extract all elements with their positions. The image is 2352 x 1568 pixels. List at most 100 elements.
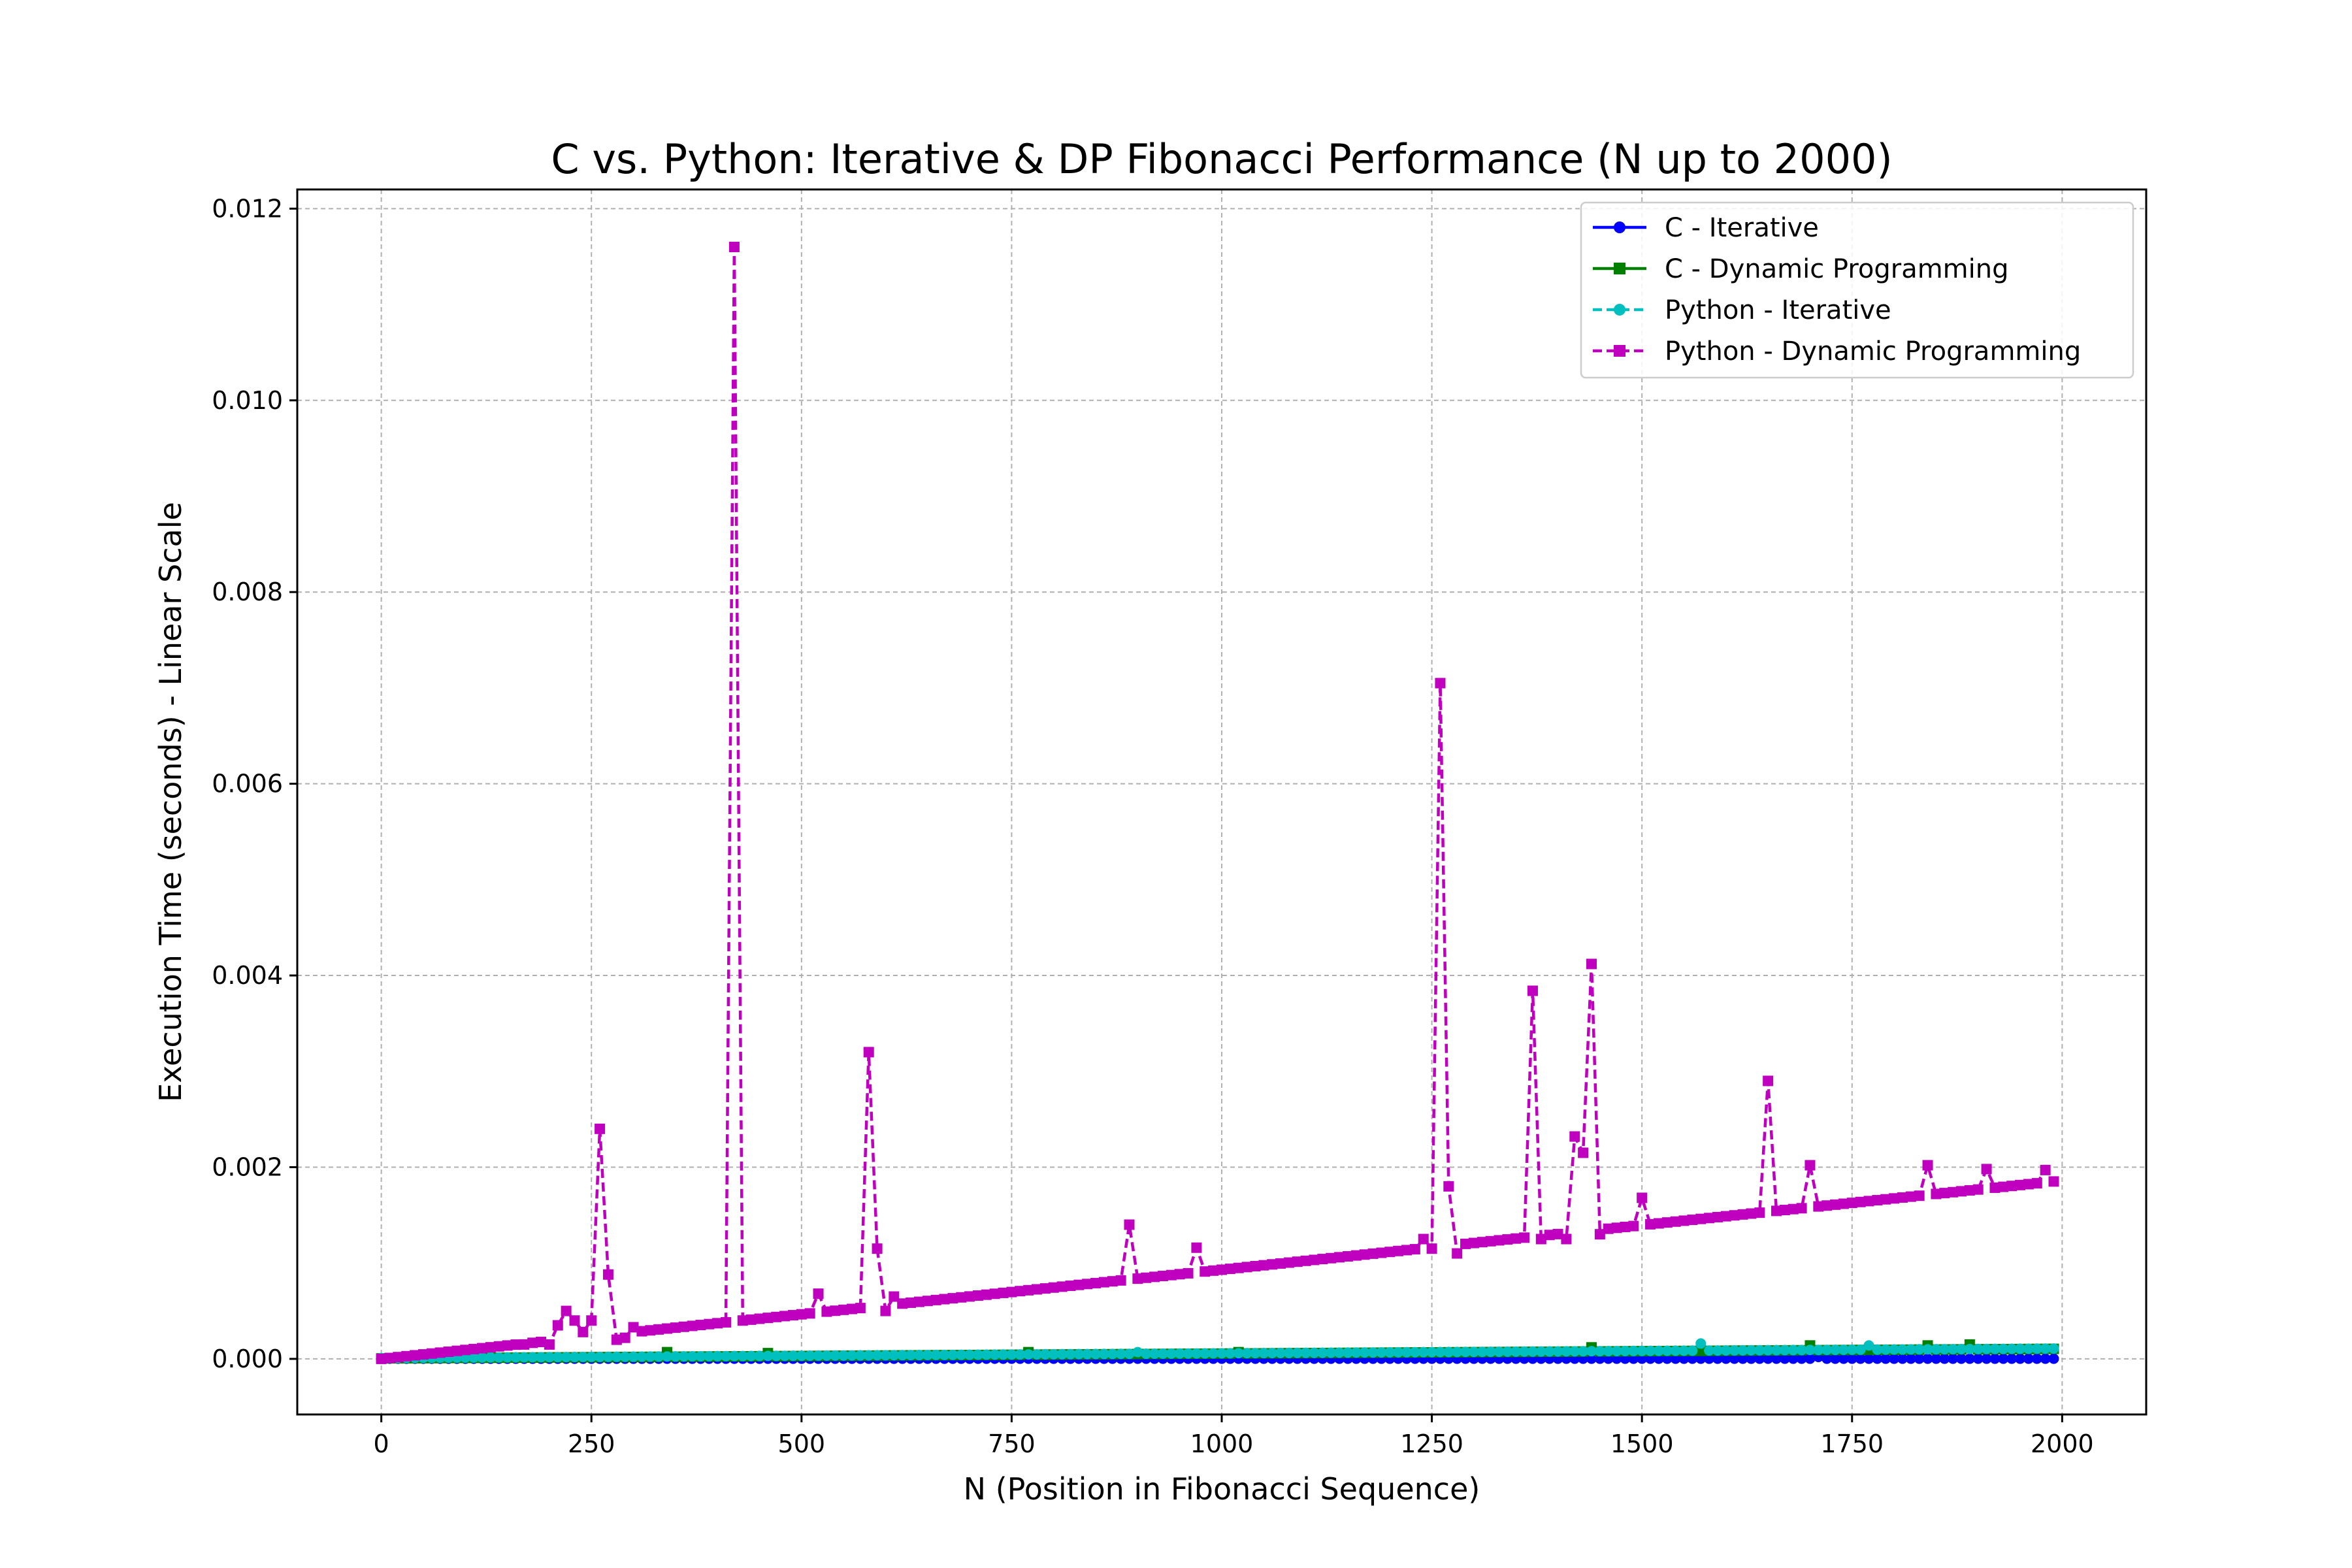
data-point <box>1586 1346 1597 1357</box>
x-tick-label: 0 <box>374 1429 389 1458</box>
data-point <box>1779 1345 1790 1356</box>
data-point <box>662 1323 672 1334</box>
data-point <box>1350 1250 1362 1261</box>
data-point <box>1056 1348 1068 1360</box>
data-point <box>1956 1343 1967 1354</box>
data-point <box>1889 1353 1900 1364</box>
data-point <box>998 1349 1009 1360</box>
data-point <box>1098 1348 1109 1360</box>
data-point <box>1023 1284 1034 1296</box>
data-point <box>1939 1188 1950 1199</box>
data-point <box>1552 1346 1563 1357</box>
data-point <box>1611 1222 1622 1233</box>
data-point <box>998 1287 1009 1298</box>
data-point <box>1620 1221 1631 1232</box>
data-point <box>1477 1237 1488 1248</box>
data-point <box>1821 1353 1833 1364</box>
data-point <box>1695 1338 1707 1349</box>
data-point <box>384 1352 395 1364</box>
data-point <box>670 1322 681 1333</box>
data-point <box>586 1315 597 1326</box>
data-point <box>1645 1345 1656 1356</box>
plot-series <box>376 242 2059 1364</box>
legend-marker <box>1614 345 1625 357</box>
data-point <box>1174 1348 1185 1359</box>
data-point <box>1948 1353 1959 1364</box>
data-point <box>1502 1234 1513 1245</box>
data-point <box>1090 1348 1102 1360</box>
data-point <box>1746 1208 1757 1219</box>
data-point <box>1409 1244 1420 1255</box>
data-point <box>1275 1258 1286 1269</box>
data-point <box>754 1313 765 1324</box>
data-point <box>1468 1237 1479 1249</box>
data-point <box>628 1322 639 1333</box>
data-point <box>611 1351 622 1362</box>
data-point <box>2040 1343 2051 1354</box>
legend-item: Python - Iterative <box>1593 295 1891 325</box>
data-point <box>1880 1194 1891 1205</box>
data-point <box>1956 1186 1967 1197</box>
data-point <box>830 1305 841 1316</box>
data-point <box>1283 1257 1294 1268</box>
data-point <box>586 1351 597 1362</box>
data-point <box>1678 1345 1690 1356</box>
data-point <box>1208 1348 1219 1359</box>
data-point <box>1519 1346 1530 1357</box>
data-point <box>1511 1346 1522 1357</box>
data-point <box>1838 1198 1849 1209</box>
data-point <box>527 1352 538 1363</box>
data-point <box>754 1350 765 1362</box>
data-point <box>1326 1252 1337 1264</box>
data-point <box>502 1352 513 1363</box>
data-point <box>1149 1348 1160 1359</box>
data-point <box>1855 1196 1866 1207</box>
data-point <box>1015 1349 1026 1360</box>
data-point <box>2023 1353 2034 1364</box>
data-point <box>1611 1345 1622 1356</box>
data-point <box>1863 1353 1874 1364</box>
data-point <box>1309 1254 1320 1266</box>
data-point <box>1897 1353 1908 1364</box>
data-point <box>1359 1347 1370 1358</box>
data-point <box>1830 1353 1841 1364</box>
data-point <box>468 1343 480 1354</box>
data-point <box>1452 1248 1463 1259</box>
data-point <box>1678 1215 1690 1226</box>
data-point <box>1813 1201 1824 1212</box>
data-point <box>645 1325 656 1336</box>
data-point <box>913 1350 924 1361</box>
data-point <box>1065 1348 1076 1360</box>
data-point <box>1737 1209 1748 1220</box>
data-point <box>1670 1345 1681 1356</box>
data-point <box>510 1339 521 1350</box>
data-point <box>1258 1260 1269 1271</box>
data-point <box>847 1350 857 1361</box>
data-point <box>1796 1203 1807 1214</box>
data-point <box>1720 1211 1731 1222</box>
data-point <box>1872 1195 1883 1206</box>
data-point <box>687 1320 698 1331</box>
data-point <box>1695 1345 1707 1356</box>
data-point <box>2015 1353 2026 1364</box>
data-point <box>602 1269 613 1280</box>
y-tick-label: 0.000 <box>212 1345 283 1373</box>
data-point <box>426 1348 437 1359</box>
data-point <box>1132 1347 1143 1358</box>
data-point <box>1334 1252 1345 1263</box>
data-point <box>1746 1345 1757 1356</box>
data-point <box>1208 1265 1219 1276</box>
x-tick-label: 250 <box>568 1429 615 1458</box>
data-point <box>1981 1343 1992 1354</box>
data-point <box>1326 1347 1337 1358</box>
data-point <box>2006 1353 2017 1364</box>
data-point <box>1948 1344 1959 1355</box>
data-point <box>863 1047 874 1058</box>
data-point <box>1905 1191 1916 1202</box>
data-point <box>1771 1353 1782 1364</box>
data-point <box>1838 1353 1849 1364</box>
data-point <box>1384 1247 1396 1258</box>
data-point <box>443 1346 454 1357</box>
data-point <box>1754 1207 1765 1218</box>
data-point <box>1200 1348 1211 1359</box>
